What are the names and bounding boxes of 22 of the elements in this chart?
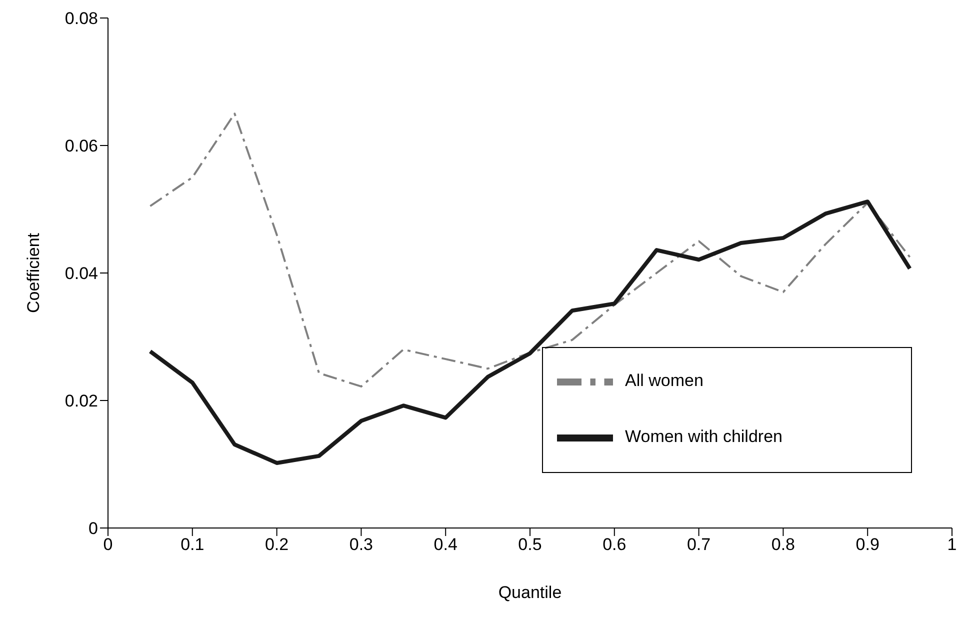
y-tick-label: 0.06 <box>64 136 98 156</box>
x-tick-label: 0.2 <box>264 535 289 554</box>
y-tick-label: 0.04 <box>64 264 98 284</box>
legend-label: All women <box>625 371 704 390</box>
x-tick-label: 0.1 <box>180 535 204 554</box>
line-series <box>148 200 912 465</box>
y-tick-label: 0.08 <box>64 9 98 28</box>
x-tick-label: 0.4 <box>434 535 458 554</box>
x-tick-label: 0 <box>103 535 113 554</box>
y-axis-title: Coefficient <box>24 232 44 314</box>
legend-label: Women with children <box>625 427 782 446</box>
x-tick-label: 0.6 <box>602 535 626 554</box>
x-tick-label: 0.5 <box>518 535 542 554</box>
x-tick-label: 0.8 <box>771 535 796 554</box>
x-axis-title: Quantile <box>498 583 562 602</box>
line-series <box>149 112 911 388</box>
x-tick-label: 0.7 <box>686 535 711 554</box>
x-tick-label: 0.3 <box>349 535 374 554</box>
y-tick-label: 0.02 <box>64 392 98 411</box>
x-tick-label: 1 <box>947 535 957 554</box>
y-tick-label: 0 <box>88 519 98 538</box>
x-tick-label: 0.9 <box>856 535 880 554</box>
